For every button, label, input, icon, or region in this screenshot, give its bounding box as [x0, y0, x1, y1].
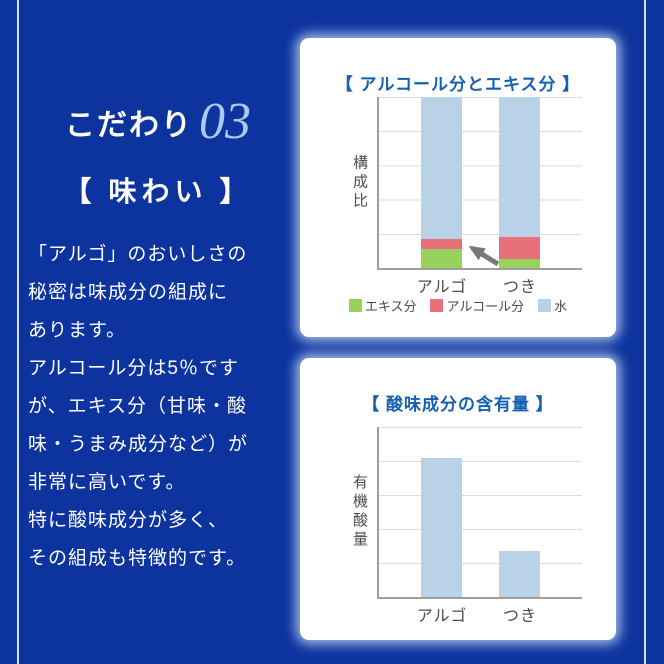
chart2-x-labels: アルゴ つき	[379, 602, 582, 628]
heading-number: 03	[199, 93, 251, 150]
legend-item-エキス分: エキス分	[348, 296, 417, 315]
chart2-y-axis-label: 有機酸量	[351, 474, 368, 550]
chart1-x-labels: アルゴ つき	[379, 273, 582, 299]
stacked-bar-アルゴ	[421, 97, 462, 268]
section-heading: こだわり 03	[28, 90, 288, 154]
panel-composition-chart: 【 アルコール分とエキス分 】 構成比 アルゴ つき エキス分 アルコール分 水	[300, 38, 616, 337]
legend-label: 水	[554, 299, 568, 314]
heading-text: こだわり	[65, 109, 193, 142]
segment-エキス分	[499, 259, 540, 268]
chart2-title: 【 酸味成分の含有量 】	[362, 395, 554, 415]
x-label-アルゴ: アルゴ	[416, 279, 468, 296]
chart1-legend: エキス分 アルコール分 水	[300, 296, 616, 315]
segment-水	[421, 97, 462, 239]
chart1-y-axis-label: 構成比	[351, 154, 368, 211]
arrow-icon	[468, 245, 500, 267]
legend-swatch-icon	[538, 299, 552, 312]
legend-item-水: 水	[538, 296, 567, 315]
chart2-plot-area: 有機酸量 アルゴ つき	[351, 427, 582, 625]
panel-acidity-chart: 【 酸味成分の含有量 】 有機酸量 アルゴ つき	[300, 358, 616, 640]
legend-label: アルコール分	[446, 299, 525, 314]
x-label-つき: つき	[502, 279, 538, 296]
left-text-column: こだわり 03 【 味わい 】 「アルゴ」のおいしさの 秘密は味成分の組成に あ…	[28, 90, 288, 578]
chart1-title: 【 アルコール分とエキス分 】	[335, 75, 581, 95]
right-frame-line	[644, 0, 646, 664]
bar-つき	[499, 551, 540, 597]
segment-アルコール分	[499, 237, 540, 260]
legend-label: エキス分	[364, 299, 417, 314]
x-label-アルゴ: アルゴ	[416, 608, 468, 625]
segment-アルコール分	[421, 238, 462, 250]
segment-水	[499, 97, 540, 238]
legend-swatch-icon	[430, 299, 444, 312]
body-text: 「アルゴ」のおいしさの 秘密は味成分の組成に あります。 アルコール分は5％です…	[28, 244, 249, 569]
left-frame-line	[17, 0, 19, 664]
bar-アルゴ	[421, 457, 462, 597]
stacked-bar-つき	[499, 97, 540, 268]
chart1-plot-area: 構成比 アルゴ つき	[351, 97, 582, 296]
segment-エキス分	[421, 249, 462, 268]
section-subtitle: 【 味わい 】	[63, 177, 253, 208]
legend-swatch-icon	[348, 299, 362, 312]
x-label-つき: つき	[502, 608, 538, 625]
legend-item-アルコール分: アルコール分	[430, 296, 524, 315]
